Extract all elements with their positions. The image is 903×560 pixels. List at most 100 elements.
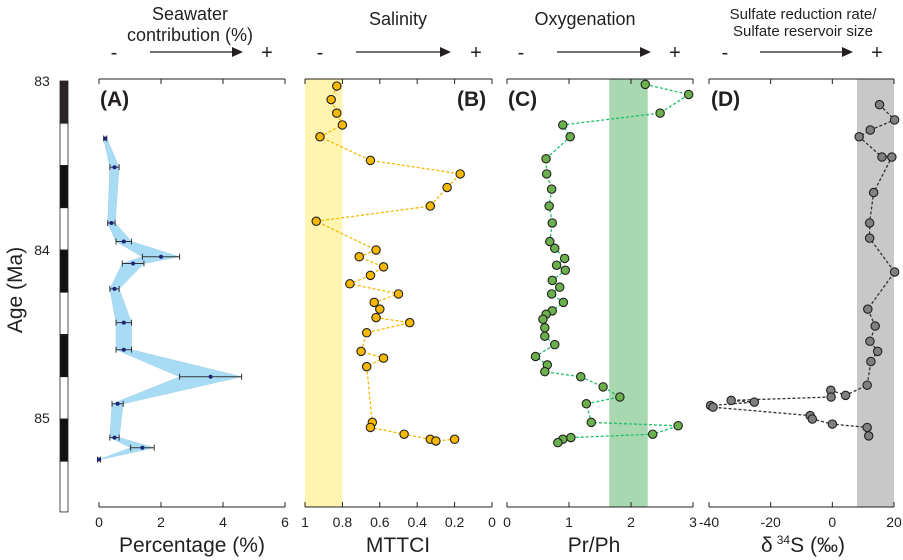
data-point <box>673 421 683 431</box>
data-point <box>354 252 364 262</box>
data-point <box>109 220 114 225</box>
data-point <box>889 115 900 125</box>
magnetochron-bar <box>59 80 69 513</box>
x-tick-label: 1 <box>301 514 309 530</box>
chron-segment <box>59 165 69 209</box>
x-tick-label: 2 <box>627 514 635 530</box>
data-point <box>683 89 694 100</box>
data-point <box>97 457 101 462</box>
trend-arrow-icon <box>760 47 853 57</box>
x-tick-label: 0 <box>488 514 496 530</box>
data-point <box>361 328 372 338</box>
data-point <box>547 275 558 286</box>
data-point <box>558 120 568 130</box>
data-point <box>874 99 885 110</box>
panel-b-label: (B) <box>457 88 486 111</box>
data-point <box>121 239 126 244</box>
data-point <box>332 81 342 91</box>
x-tick-label: 0 <box>503 514 511 530</box>
data-point <box>112 165 117 170</box>
data-point <box>558 297 569 308</box>
chron-segment <box>59 460 69 513</box>
panel-salinity: Salinity - + 1 0.8 0.6 0.4 0.2 0 (B) MTTCI <box>301 9 496 557</box>
data-point <box>112 286 117 291</box>
x-tick-label: 0.8 <box>333 514 353 530</box>
data-point <box>311 216 321 227</box>
panel-b-header: Salinity <box>369 9 427 29</box>
data-point <box>332 108 342 118</box>
chron-segment <box>59 376 69 420</box>
data-point <box>404 317 415 328</box>
panel-d-trend-minus: - <box>722 42 729 64</box>
data-point <box>361 361 372 372</box>
data-point <box>365 270 376 281</box>
data-point <box>541 169 552 179</box>
data-point <box>208 374 213 379</box>
data-point <box>866 356 876 367</box>
data-point <box>544 201 554 211</box>
data-point <box>393 289 404 299</box>
series-line <box>708 104 896 437</box>
plot-area-d: -40 -20 0 20 <box>699 78 902 530</box>
reference-band <box>857 79 894 507</box>
data-point <box>369 297 379 308</box>
panel-c-xlabel: Pr/Ph <box>568 534 621 557</box>
x-tick-label: 0.6 <box>370 514 390 530</box>
data-point <box>887 152 897 162</box>
data-point <box>538 314 548 325</box>
x-tick-label: 6 <box>281 514 289 530</box>
data-point <box>870 321 880 331</box>
data-point <box>554 282 565 292</box>
data-point <box>159 254 163 259</box>
data-point <box>565 132 575 142</box>
data-point <box>586 417 597 428</box>
x-tick-label: 1 <box>565 514 573 530</box>
panel-b-trend-plus: + <box>470 42 482 64</box>
data-point <box>345 279 355 289</box>
data-point <box>840 390 851 401</box>
data-point <box>546 289 557 299</box>
trend-arrow-icon <box>356 47 451 57</box>
data-point <box>864 233 875 243</box>
data-point <box>549 243 560 254</box>
x-tick-label: 0.2 <box>445 514 465 530</box>
panel-oxygenation: Oxygenation - + 0 1 2 3 (C) Pr/Ph <box>503 9 697 557</box>
data-point <box>547 218 558 228</box>
data-point <box>655 108 665 118</box>
chron-segment <box>59 207 69 251</box>
data-point <box>540 322 550 333</box>
data-point <box>371 312 381 323</box>
data-point <box>826 392 836 402</box>
panel-d-trend-plus: + <box>871 42 883 64</box>
data-point <box>576 371 586 382</box>
x-tick-label: 4 <box>219 514 227 530</box>
x-tick-label: -40 <box>699 514 719 530</box>
data-point <box>541 153 551 164</box>
data-point <box>540 366 550 377</box>
data-point <box>546 184 557 194</box>
isotope-superscript: 34 <box>777 533 791 547</box>
data-point <box>877 152 887 162</box>
data-point <box>726 395 736 406</box>
data-point <box>872 346 883 357</box>
trend-arrow-icon <box>150 47 243 57</box>
data-point <box>326 94 336 105</box>
x-tick-label: -20 <box>761 514 781 530</box>
data-point <box>708 402 718 412</box>
panel-a-trend-plus: + <box>261 42 273 64</box>
data-point <box>598 382 608 392</box>
chron-segment <box>59 334 69 378</box>
data-point <box>371 245 381 255</box>
panel-c-trend-plus: + <box>669 42 681 64</box>
panel-d-label: (D) <box>711 88 740 111</box>
data-point <box>442 182 452 193</box>
chron-segment <box>59 80 69 124</box>
data-point <box>121 320 126 325</box>
isotope-rest: S (‰) <box>790 534 845 557</box>
chron-segment <box>59 122 69 166</box>
panel-c-header: Oxygenation <box>534 9 635 29</box>
age-tick-label-84: 84 <box>34 242 50 258</box>
data-point <box>868 187 879 198</box>
reference-band <box>609 79 648 507</box>
